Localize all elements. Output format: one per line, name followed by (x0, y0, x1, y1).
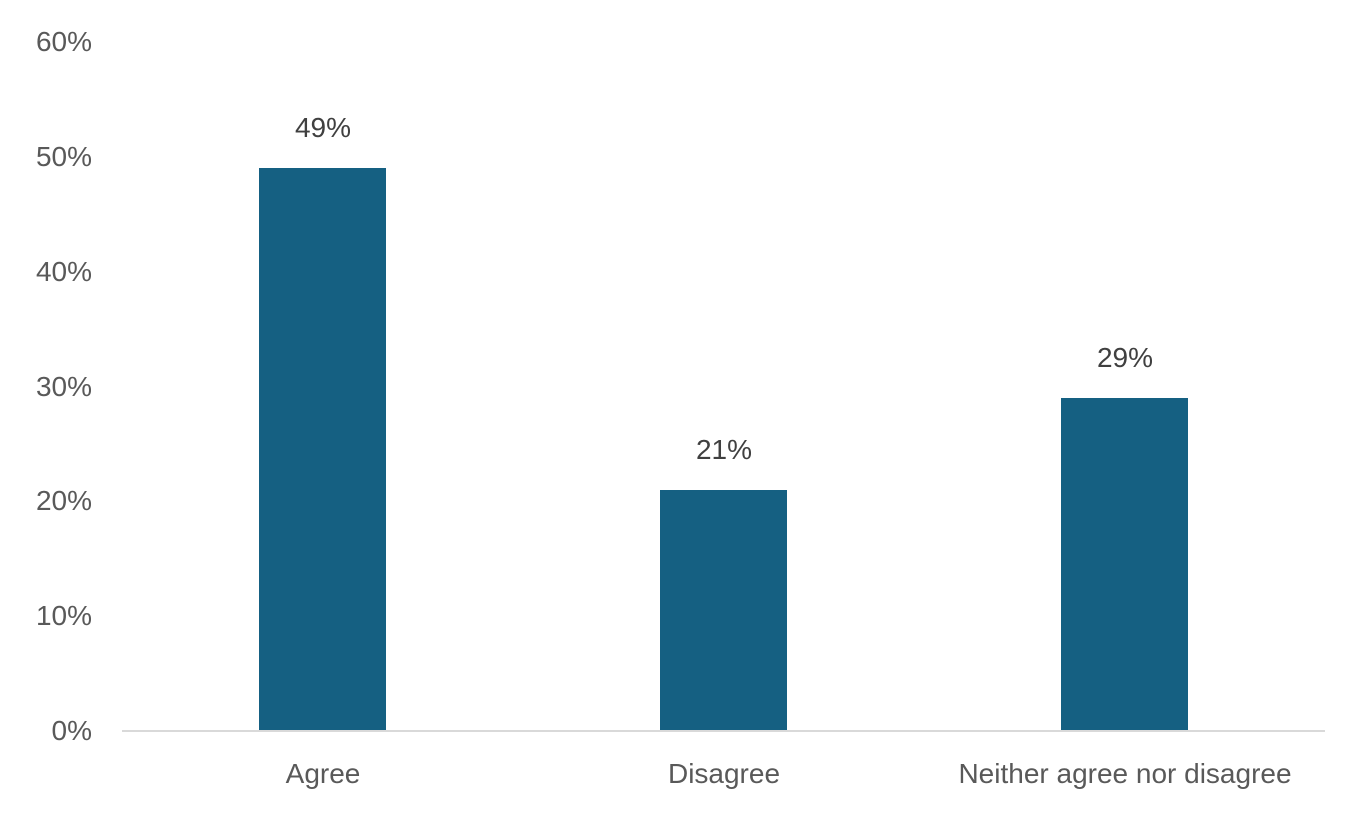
category-label: Agree (285, 758, 361, 789)
data-label: 29% (1096, 342, 1154, 373)
category-label: Neither agree nor disagree (958, 758, 1292, 789)
y-tick-label: 20% (35, 485, 92, 517)
data-label: 21% (695, 434, 753, 465)
x-axis-line (122, 730, 1325, 732)
y-tick-label: 10% (35, 600, 92, 632)
y-tick-label: 50% (35, 140, 92, 172)
y-tick-label: 0% (51, 715, 92, 746)
y-tick-label: 60% (35, 26, 92, 57)
category-label: Disagree (667, 758, 781, 789)
y-tick-label: 30% (35, 370, 92, 402)
bar-disagree (660, 490, 787, 731)
bar-agree (259, 168, 386, 731)
data-label: 49% (294, 112, 352, 143)
bar-neither-agree-nor-disagree (1061, 398, 1188, 731)
y-tick-label: 40% (35, 255, 92, 287)
